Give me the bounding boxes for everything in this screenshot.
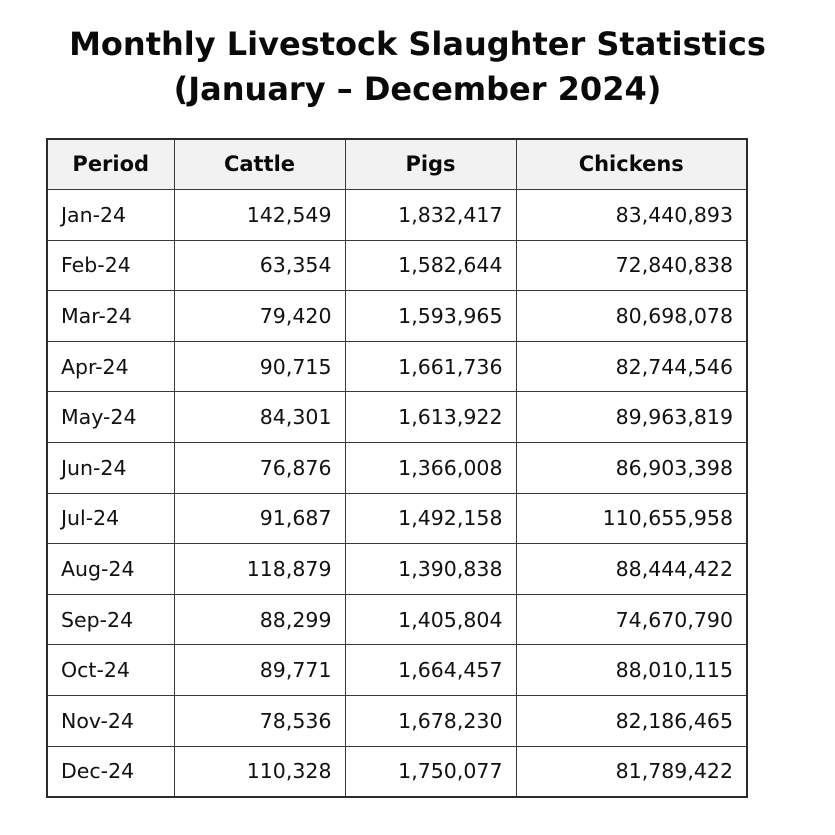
cell-period: Apr-24: [46, 340, 175, 393]
cell-chickens: 72,840,838: [515, 239, 748, 292]
column-header-chickens: Chickens: [515, 138, 748, 190]
cell-chickens: 82,186,465: [515, 694, 748, 747]
cell-chickens: 88,010,115: [515, 644, 748, 696]
cell-chickens: 86,903,398: [515, 441, 748, 494]
cell-chickens: 81,789,422: [515, 745, 748, 798]
cell-cattle: 90,715: [173, 340, 346, 393]
table-row-sep: Sep-24 88,299 1,405,804 74,670,790: [46, 593, 748, 646]
cell-chickens: 83,440,893: [515, 188, 748, 241]
table-row-jan: Jan-24 142,549 1,832,417 83,440,893: [46, 188, 748, 241]
cell-period: Nov-24: [46, 694, 175, 747]
cell-chickens: 89,963,819: [515, 391, 748, 443]
table-row-feb: Feb-24 63,354 1,582,644 72,840,838: [46, 239, 748, 292]
table-row-jun: Jun-24 76,876 1,366,008 86,903,398: [46, 441, 748, 494]
table-row-nov: Nov-24 78,536 1,678,230 82,186,465: [46, 694, 748, 747]
cell-pigs: 1,492,158: [344, 492, 517, 545]
cell-chickens: 74,670,790: [515, 593, 748, 646]
cell-cattle: 118,879: [173, 543, 346, 595]
cell-cattle: 63,354: [173, 239, 346, 292]
table-row-may: May-24 84,301 1,613,922 89,963,819: [46, 391, 748, 443]
cell-cattle: 76,876: [173, 441, 346, 494]
cell-period: Jul-24: [46, 492, 175, 545]
cell-pigs: 1,832,417: [344, 188, 517, 241]
cell-cattle: 88,299: [173, 593, 346, 646]
cell-pigs: 1,613,922: [344, 391, 517, 443]
cell-cattle: 84,301: [173, 391, 346, 443]
cell-cattle: 110,328: [173, 745, 346, 798]
column-header-pigs: Pigs: [344, 138, 517, 190]
table-row-oct: Oct-24 89,771 1,664,457 88,010,115: [46, 644, 748, 696]
cell-cattle: 142,549: [173, 188, 346, 241]
cell-pigs: 1,405,804: [344, 593, 517, 646]
cell-chickens: 82,744,546: [515, 340, 748, 393]
cell-cattle: 89,771: [173, 644, 346, 696]
table-row-apr: Apr-24 90,715 1,661,736 82,744,546: [46, 340, 748, 393]
table-row-mar: Mar-24 79,420 1,593,965 80,698,078: [46, 290, 748, 342]
cell-pigs: 1,678,230: [344, 694, 517, 747]
cell-period: Aug-24: [46, 543, 175, 595]
cell-period: Oct-24: [46, 644, 175, 696]
cell-pigs: 1,582,644: [344, 239, 517, 292]
cell-period: Dec-24: [46, 745, 175, 798]
cell-pigs: 1,390,838: [344, 543, 517, 595]
cell-pigs: 1,366,008: [344, 441, 517, 494]
livestock-statistics-table: Period Cattle Pigs Chickens Jan-24 142,5…: [46, 137, 748, 798]
page-title: Monthly Livestock Slaughter Statistics (…: [6, 22, 829, 113]
column-header-cattle: Cattle: [173, 138, 346, 190]
table-row-aug: Aug-24 118,879 1,390,838 88,444,422: [46, 543, 748, 595]
cell-period: Feb-24: [46, 239, 175, 292]
cell-pigs: 1,750,077: [344, 745, 517, 798]
title-line-2: (January – December 2024): [173, 70, 662, 109]
table-header-row: Period Cattle Pigs Chickens: [46, 138, 748, 190]
cell-period: Jan-24: [46, 188, 175, 241]
table-row-jul: Jul-24 91,687 1,492,158 110,655,958: [46, 492, 748, 545]
cell-chickens: 110,655,958: [515, 492, 748, 545]
cell-pigs: 1,664,457: [344, 644, 517, 696]
cell-chickens: 88,444,422: [515, 543, 748, 595]
column-header-period: Period: [46, 138, 175, 190]
cell-chickens: 80,698,078: [515, 290, 748, 342]
cell-period: Sep-24: [46, 593, 175, 646]
title-line-1: Monthly Livestock Slaughter Statistics: [69, 25, 766, 63]
cell-cattle: 79,420: [173, 290, 346, 342]
cell-cattle: 78,536: [173, 694, 346, 747]
cell-period: Mar-24: [46, 290, 175, 342]
cell-period: Jun-24: [46, 441, 175, 494]
cell-period: May-24: [46, 391, 175, 443]
cell-pigs: 1,661,736: [344, 340, 517, 393]
cell-cattle: 91,687: [173, 492, 346, 545]
table-row-dec: Dec-24 110,328 1,750,077 81,789,422: [46, 745, 748, 798]
cell-pigs: 1,593,965: [344, 290, 517, 342]
